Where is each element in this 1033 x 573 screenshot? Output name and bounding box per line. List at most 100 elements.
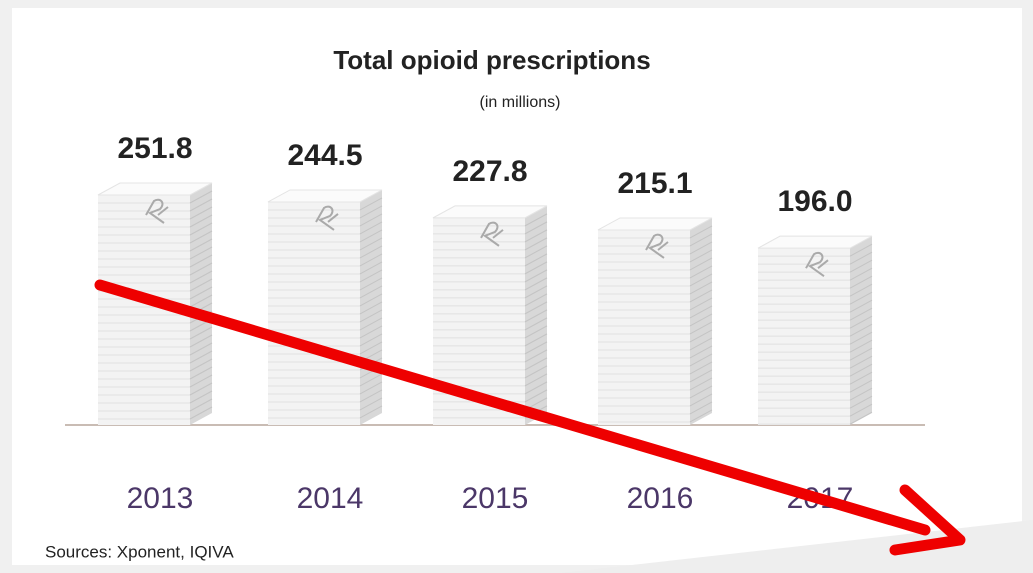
value-label: 215.1 — [617, 167, 692, 200]
sheet-edge — [189, 286, 213, 300]
sheet-edge — [359, 389, 383, 403]
paper-stack — [597, 217, 713, 425]
sheet-edge — [849, 243, 873, 257]
sheet-edge — [849, 299, 873, 313]
sheet-edge — [524, 293, 548, 307]
sheet-edge — [524, 213, 548, 227]
sheet-edge — [189, 382, 213, 396]
sheet-edge — [524, 221, 548, 235]
x-tick-label: 2016 — [627, 482, 694, 515]
sheet-edge — [359, 237, 383, 251]
sheet-edge — [189, 278, 213, 292]
sheet-edge — [689, 329, 713, 343]
paper-stack — [97, 182, 213, 425]
rx-icon — [805, 251, 829, 277]
sheet-edge — [359, 381, 383, 395]
sheet-edge — [524, 325, 548, 339]
sheet-edge — [189, 358, 213, 372]
rx-icon — [315, 205, 339, 231]
chart-title: Total opioid prescriptions — [333, 45, 650, 75]
sheet-edge — [189, 406, 213, 420]
sheet-edge — [849, 379, 873, 393]
stack-top — [267, 189, 383, 203]
sheet-edge — [359, 333, 383, 347]
sheet-edge — [359, 317, 383, 331]
sheet-edge — [524, 277, 548, 291]
sheet-edge — [524, 333, 548, 347]
sheet-edge — [189, 246, 213, 260]
x-tick-label: 2013 — [127, 482, 194, 515]
stack-side — [190, 183, 212, 425]
sheet-edge — [524, 261, 548, 275]
value-label: 227.8 — [452, 155, 527, 188]
sheet-edge — [524, 245, 548, 259]
sheet-edge — [849, 331, 873, 345]
sheet-edge — [189, 398, 213, 412]
sheet-edge — [189, 230, 213, 244]
sheet-edge — [849, 355, 873, 369]
sheet-edge — [359, 397, 383, 411]
sheet-edge — [689, 401, 713, 415]
sheet-edge — [189, 214, 213, 228]
sheet-edge — [524, 301, 548, 315]
sheet-edge — [849, 347, 873, 361]
sheet-edge — [359, 213, 383, 227]
sheet-edge — [849, 315, 873, 329]
sheet-edge — [359, 197, 383, 211]
sheet-edge — [189, 374, 213, 388]
stack-front — [598, 229, 690, 425]
sheet-edge — [689, 409, 713, 423]
sheet-edge — [359, 261, 383, 275]
sheet-edge — [359, 405, 383, 419]
chart-subtitle: (in millions) — [480, 94, 561, 111]
sheet-edge — [359, 325, 383, 339]
sheet-edge — [359, 269, 383, 283]
sheet-edge — [359, 285, 383, 299]
sheet-edge — [359, 253, 383, 267]
sheet-edge — [689, 257, 713, 271]
rx-icon — [480, 221, 504, 247]
sheet-edge — [524, 269, 548, 283]
sheet-edge — [359, 373, 383, 387]
sheet-edge — [189, 206, 213, 220]
arrow-shaft — [94, 279, 931, 536]
sheet-edge — [359, 205, 383, 219]
sheet-edge — [689, 361, 713, 375]
paper-stack — [267, 189, 383, 425]
sheet-edge — [524, 309, 548, 323]
sheet-edge — [849, 259, 873, 273]
sheet-edge — [849, 267, 873, 281]
stack-top — [432, 205, 548, 219]
sheet-edge — [189, 198, 213, 212]
corner-shade — [560, 520, 1033, 573]
sheet-edge — [689, 281, 713, 295]
sheet-edge — [689, 289, 713, 303]
sheet-edge — [359, 221, 383, 235]
sheet-edge — [524, 285, 548, 299]
sheet-edge — [189, 390, 213, 404]
sheet-edge — [189, 294, 213, 308]
x-tick-label: 2015 — [462, 482, 529, 515]
sheet-edge — [524, 253, 548, 267]
sheet-edge — [689, 393, 713, 407]
sheet-edge — [189, 222, 213, 236]
sheet-edge — [359, 341, 383, 355]
sheet-edge — [524, 373, 548, 387]
sheet-edge — [689, 297, 713, 311]
sheet-edge — [359, 309, 383, 323]
stack-side — [690, 217, 712, 425]
sheet-edge — [849, 323, 873, 337]
sheet-edge — [359, 293, 383, 307]
paper-stack — [432, 205, 548, 425]
sheet-edge — [359, 301, 383, 315]
sheet-edge — [849, 339, 873, 353]
rx-icon — [645, 233, 669, 259]
sheet-edge — [189, 190, 213, 204]
sheet-edge — [849, 307, 873, 321]
sheet-edge — [849, 371, 873, 385]
sheet-edge — [689, 249, 713, 263]
sheet-edge — [189, 366, 213, 380]
bars: 2013251.82014244.52015227.82016215.12017… — [97, 132, 873, 515]
